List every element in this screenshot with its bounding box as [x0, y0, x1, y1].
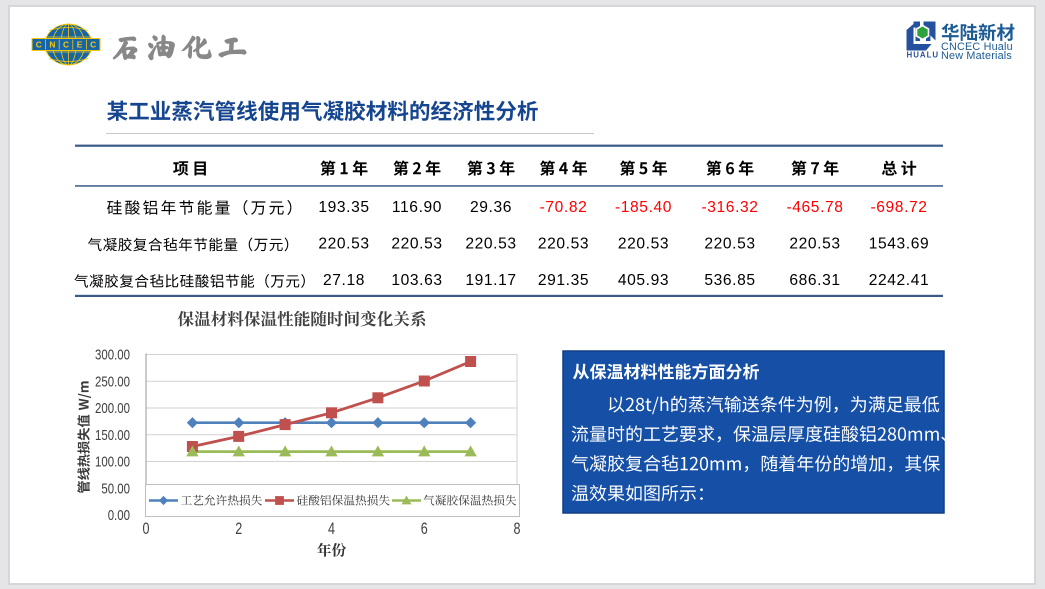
svg-text:2: 2: [235, 520, 242, 538]
svg-text:-70.82: -70.82: [540, 199, 588, 216]
svg-text:405.93: 405.93: [618, 272, 669, 289]
svg-text:0: 0: [143, 520, 150, 538]
svg-text:220.53: 220.53: [789, 236, 840, 253]
svg-text:C: C: [90, 39, 96, 49]
svg-text:150.00: 150.00: [95, 427, 130, 444]
svg-text:CNCEC Hualu: CNCEC Hualu: [941, 41, 1013, 53]
svg-text:0.00: 0.00: [108, 507, 130, 524]
svg-text:116.90: 116.90: [392, 199, 442, 216]
svg-text:-185.40: -185.40: [615, 199, 672, 216]
svg-text:1543.69: 1543.69: [869, 236, 930, 253]
svg-text:686.31: 686.31: [789, 272, 840, 289]
svg-text:-316.32: -316.32: [701, 199, 758, 216]
svg-text:6: 6: [421, 520, 428, 538]
svg-text:220.53: 220.53: [704, 236, 755, 253]
svg-text:536.85: 536.85: [704, 272, 755, 289]
svg-text:220.53: 220.53: [538, 236, 589, 253]
svg-text:C: C: [36, 39, 42, 49]
svg-text:300.00: 300.00: [95, 347, 130, 364]
svg-text:New Materials: New Materials: [941, 50, 1012, 62]
svg-text:220.53: 220.53: [391, 236, 442, 253]
svg-text:29.36: 29.36: [470, 199, 512, 216]
svg-text:291.35: 291.35: [538, 272, 589, 289]
svg-text:2242.41: 2242.41: [869, 272, 930, 289]
svg-text:HUALU: HUALU: [907, 51, 940, 60]
svg-text:N: N: [49, 39, 55, 49]
svg-text:220.53: 220.53: [318, 236, 369, 253]
svg-text:8: 8: [514, 520, 521, 538]
svg-text:103.63: 103.63: [391, 272, 442, 289]
svg-text:C: C: [63, 39, 69, 49]
svg-text:200.00: 200.00: [95, 400, 130, 417]
svg-text:250.00: 250.00: [95, 373, 130, 390]
svg-text:100.00: 100.00: [95, 454, 130, 471]
svg-text:193.35: 193.35: [318, 199, 369, 216]
svg-text:220.53: 220.53: [618, 236, 669, 253]
svg-text:50.00: 50.00: [101, 480, 130, 497]
svg-text:4: 4: [328, 520, 335, 538]
svg-text:191.17: 191.17: [465, 272, 516, 289]
svg-text:E: E: [77, 39, 83, 49]
svg-text:27.18: 27.18: [323, 272, 365, 289]
svg-text:-465.78: -465.78: [786, 199, 843, 216]
svg-text:-698.72: -698.72: [870, 199, 927, 216]
svg-text:220.53: 220.53: [465, 236, 516, 253]
